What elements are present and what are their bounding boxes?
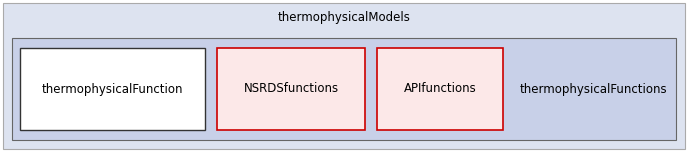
Text: APIfunctions: APIfunctions <box>404 83 476 95</box>
Text: thermophysicalFunctions: thermophysicalFunctions <box>519 83 667 95</box>
FancyBboxPatch shape <box>20 48 205 130</box>
FancyBboxPatch shape <box>217 48 365 130</box>
FancyBboxPatch shape <box>3 3 685 149</box>
Text: thermophysicalFunction: thermophysicalFunction <box>42 83 183 95</box>
Text: thermophysicalModels: thermophysicalModels <box>277 12 411 24</box>
FancyBboxPatch shape <box>12 38 676 140</box>
FancyBboxPatch shape <box>377 48 503 130</box>
Text: NSRDSfunctions: NSRDSfunctions <box>244 83 338 95</box>
